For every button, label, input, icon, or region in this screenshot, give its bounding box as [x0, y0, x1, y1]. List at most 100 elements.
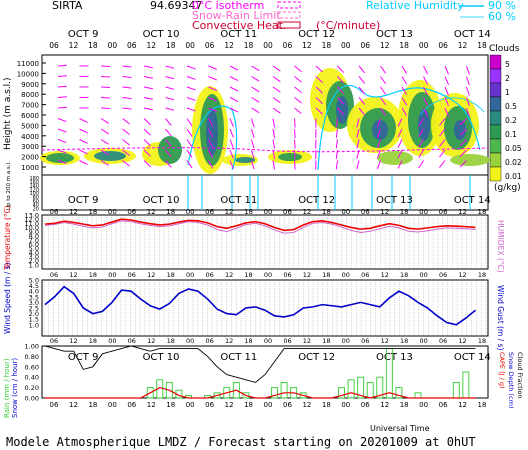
wind-arrow-8	[229, 65, 239, 71]
wind-arrow-190	[272, 160, 276, 170]
wind-arrow-141	[79, 139, 88, 144]
day-label-mid-5: OCT 14	[454, 195, 491, 206]
hour-label-wind-15: 00	[342, 337, 350, 345]
wind-arrow-17	[423, 65, 429, 75]
coord-value: 94.69347	[150, 0, 203, 12]
hour-label-bottom-6: 18	[166, 401, 175, 409]
hour-label-wind-16: 06	[361, 337, 369, 345]
hour-label-wind-6: 18	[167, 337, 175, 345]
wind-arrow-6	[186, 65, 196, 70]
hour-label-temp-16: 06	[361, 271, 369, 279]
hour-label-temp-20: 06	[439, 271, 447, 279]
wind-arrow-107	[208, 118, 214, 127]
hour-label-bottom-13: 12	[302, 401, 311, 409]
rh-label: Relative Humidity	[366, 0, 464, 12]
hour-label-wind-8: 06	[205, 337, 213, 345]
hour-label-temp-18: 18	[400, 271, 408, 279]
hour-label-wind-20: 06	[439, 337, 447, 345]
hour-label-mid-10: 18	[244, 208, 253, 216]
low-ytick-4: 100	[29, 191, 39, 197]
wind-arrow-29	[251, 76, 260, 82]
cloudfrac-bar-21	[242, 392, 250, 399]
cloudfrac-bar-19	[223, 387, 231, 399]
hour-label-top-10: 18	[244, 41, 254, 50]
colorbar-swatch-7	[489, 152, 502, 168]
wind-arrow-0	[57, 64, 68, 67]
cloud-fraction-ylabel: Cloud Fraction	[516, 352, 524, 399]
wind-arrow-186	[186, 160, 193, 169]
hour-label-bottom-9: 12	[225, 401, 234, 409]
hour-label-wind-4: 06	[128, 337, 136, 345]
low-levels-frame	[41, 174, 489, 211]
time-axis-top: OCT 9 OCT 10 OCT 11 OCT 12 OCT 13 OCT 14 06 12 1…	[49, 29, 490, 50]
wind-arrow-126	[186, 128, 193, 137]
wind-arrow-165	[165, 149, 172, 158]
cloudfrac-bar-31	[338, 387, 345, 399]
wind-arrow-191	[294, 160, 296, 170]
hour-label-top-21: 12	[458, 41, 468, 50]
hour-label-top-6: 18	[166, 41, 176, 50]
cloud-ytick-0: 11000	[17, 60, 39, 68]
conv-units: (°C/minute)	[316, 19, 380, 32]
rain-ytick-3: 0.40	[25, 374, 39, 382]
temp-ytick-9: 4.0	[29, 249, 39, 257]
hour-label-temp-22: 18	[478, 271, 486, 279]
cloud-ytick-3: 8000	[21, 91, 39, 99]
wind-arrow-49	[251, 86, 260, 93]
hour-label-mid-16: 06	[361, 208, 370, 216]
cloud-ytick-10: 1000	[21, 164, 39, 172]
wind-arrow-40	[57, 85, 68, 88]
hour-label-temp-8: 06	[205, 271, 213, 279]
wind-arrow-139	[459, 128, 467, 136]
rh-contour-3	[419, 97, 485, 116]
hour-label-top-18: 18	[399, 41, 409, 50]
wind-arrow-150	[272, 139, 276, 149]
hour-label-bottom-8: 06	[205, 401, 214, 409]
wind-arrow-25	[165, 76, 175, 80]
hour-label-temp-2: 18	[89, 271, 97, 279]
wind-arrow-102	[100, 118, 109, 124]
wind-arrow-167	[208, 149, 214, 159]
wind-arrow-67	[208, 97, 217, 102]
wind-arrow-154	[356, 139, 360, 149]
wind-arrow-23	[122, 76, 132, 79]
hour-label-bottom-1: 12	[69, 401, 78, 409]
hour-label-mid-5: 12	[147, 208, 156, 216]
rain-ytick-0: 1.00	[25, 343, 39, 351]
wind-arrow-195	[376, 160, 381, 170]
cloudfrac-bar-32	[347, 379, 355, 399]
day-label-top-2: OCT 11	[220, 29, 257, 40]
colorbar-swatch-2	[489, 82, 502, 98]
snow-ylabel: Snow (cm / hour)	[11, 358, 19, 418]
wind-arrow-113	[335, 118, 338, 128]
legend-swatch-2	[277, 21, 301, 29]
wind-arrow-46	[186, 86, 196, 91]
cloudfrac-bar-18	[213, 392, 221, 399]
rain-ytick-2: 0.60	[25, 363, 39, 371]
wind-arrow-193	[335, 160, 338, 170]
hour-label-mid-21: 12	[458, 208, 467, 216]
legend-label-0: 0°C isotherm	[192, 0, 264, 12]
hour-label-top-0: 06	[49, 41, 59, 50]
low-ytick-5: 80	[33, 195, 39, 201]
hour-label-temp-11: 00	[264, 271, 272, 279]
rain-ylabel: Rain (mm / hour)	[3, 358, 11, 418]
hour-label-mid-12: 06	[283, 208, 292, 216]
low-levels-field	[187, 175, 471, 210]
temp-ytick-7: 6.0	[29, 241, 39, 249]
hour-label-temp-9: 12	[225, 271, 233, 279]
hour-label-wind-5: 12	[147, 337, 155, 345]
wind-arrow-72	[315, 97, 323, 105]
wind-arrow-115	[376, 118, 381, 128]
wind-arrow-87	[208, 107, 217, 112]
hour-label-bottom-2: 18	[88, 401, 97, 409]
isotherm-line	[41, 147, 489, 153]
wind-arrow-116	[397, 118, 403, 127]
hour-label-mid-20: 06	[439, 208, 448, 216]
temp-ytick-10: 3.0	[29, 253, 39, 261]
colorbar-swatch-4	[489, 110, 502, 126]
legend-swatch-1	[277, 11, 301, 19]
hour-label-bottom-22: 18	[478, 401, 487, 409]
legend-swatch-0	[277, 1, 301, 9]
